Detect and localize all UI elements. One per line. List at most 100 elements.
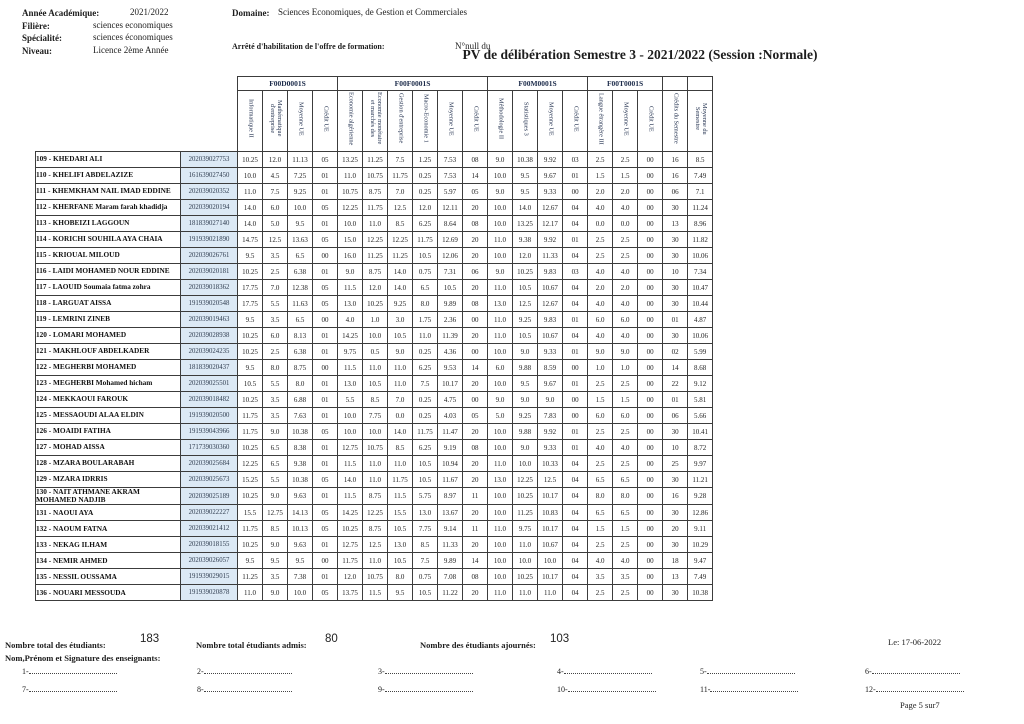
- table-row: 116 - LAIDI MOHAMED NOUR EDDINE 202039020…: [35, 263, 714, 280]
- grade-cell: 11.75: [412, 423, 439, 440]
- grade-cell: 01: [562, 167, 589, 184]
- grade-cell: 11.39: [437, 327, 464, 344]
- grade-cell: 12.75: [337, 439, 364, 456]
- grade-cell: 8.75: [362, 520, 389, 538]
- table-row: 117 - LAOUID Soumaia fatma zohra 20203901…: [35, 279, 714, 296]
- grade-cell: 3.0: [387, 311, 414, 328]
- grade-cell: 20: [462, 231, 489, 248]
- grade-cell: 00: [637, 343, 664, 360]
- grade-cell: 01: [562, 423, 589, 440]
- grade-cell: 13.75: [337, 584, 364, 602]
- grade-cell: 11.0: [487, 279, 514, 296]
- grade-cell: 11.0: [387, 455, 414, 472]
- signature-dotted-line: [28, 684, 117, 692]
- signature-dotted-line: [384, 666, 473, 674]
- column-header-label: Méthodologie II: [497, 97, 505, 140]
- grade-cell: 11.33: [537, 247, 564, 264]
- grade-cell: 10.0: [337, 215, 364, 232]
- header-blank-corner: [36, 77, 238, 91]
- column-header: Crédits du Semestre: [662, 90, 689, 152]
- grade-cell: 7.63: [287, 407, 313, 424]
- grade-cell: 2.36: [437, 311, 464, 328]
- grade-cell: 04: [562, 199, 589, 216]
- grade-cell: 6.5: [262, 439, 288, 456]
- grade-cell: 10.0: [487, 199, 514, 216]
- grade-cell: 10.5: [237, 375, 263, 392]
- grade-cell: 05: [311, 504, 339, 522]
- grade-cell: 04: [562, 215, 589, 232]
- grade-cell: 10.0: [537, 552, 564, 570]
- signature-dotted-line: [28, 666, 117, 674]
- grade-cell: 9.88: [512, 359, 539, 376]
- grade-cell: 00: [637, 520, 664, 538]
- student-id-cell: 191939029015: [180, 568, 238, 586]
- grade-cell: 11.0: [337, 167, 364, 184]
- grade-cell: 11.5: [387, 486, 414, 506]
- table-row: 126 - MOAIDI FATIHA 191939043966 11.75 9.0 1…: [35, 423, 714, 440]
- grade-cell: 00: [637, 167, 664, 184]
- grade-cell: 30: [662, 199, 689, 216]
- grade-cell: 8.5: [362, 391, 389, 408]
- column-header-label: Statistiques 3: [522, 101, 530, 136]
- grade-cell: 7.0: [387, 183, 414, 200]
- grade-cell: 12.25: [337, 199, 364, 216]
- grade-cell: 06: [662, 407, 689, 424]
- grade-cell: 01: [662, 311, 689, 328]
- filiere-label: Filière:: [22, 21, 50, 31]
- grade-cell: 5.66: [687, 407, 714, 424]
- etudiants-admis-value: 80: [325, 633, 338, 645]
- grade-cell: 12.0: [262, 151, 288, 168]
- grade-cell: 00: [562, 391, 589, 408]
- grade-cell: 04: [562, 520, 589, 538]
- grade-cell: 10.0: [487, 375, 514, 392]
- student-id-cell: 202039022227: [180, 504, 238, 522]
- unit-code-header: F00F0001S: [337, 76, 489, 91]
- grade-cell: 8.38: [287, 439, 313, 456]
- grade-cell: 6.0: [587, 311, 614, 328]
- column-header-label: Crédit UE: [472, 105, 480, 132]
- grade-cell: 7.5: [387, 151, 414, 168]
- grade-cell: 11.0: [237, 584, 263, 602]
- grade-cell: 11.75: [387, 167, 414, 184]
- table-row: 118 - LARGUAT AISSA 191939020548 17.75 5.5 1…: [35, 295, 714, 312]
- grade-cell: 11.0: [487, 311, 514, 328]
- grade-cell: 7.08: [437, 568, 464, 586]
- grade-cell: 14: [462, 359, 489, 376]
- grade-cell: 10.0: [337, 407, 364, 424]
- grade-cell: 03: [562, 151, 589, 168]
- grade-cell: 10.5: [412, 471, 439, 488]
- grade-cell: 11.0: [537, 584, 564, 602]
- grade-cell: 12.25: [362, 231, 389, 248]
- grade-cell: 13.25: [337, 151, 364, 168]
- grade-cell: 11.0: [237, 183, 263, 200]
- grade-cell: 11.24: [687, 199, 714, 216]
- grade-cell: 20: [462, 536, 489, 554]
- grade-cell: 01: [311, 183, 339, 200]
- grade-cell: 14.75: [237, 231, 263, 248]
- grade-cell: 10.75: [337, 183, 364, 200]
- grade-cell: 00: [637, 471, 664, 488]
- grade-cell: 9.5: [512, 167, 539, 184]
- grade-cell: 11.75: [337, 552, 364, 570]
- grade-cell: 9.0: [612, 343, 639, 360]
- student-name-cell: 116 - LAIDI MOHAMED NOUR EDDINE: [35, 263, 181, 280]
- table-row: 121 - MAKHLOUF ABDELKADER 202039024235 10.…: [35, 343, 714, 360]
- grade-cell: 5.0: [487, 407, 514, 424]
- student-id-cell: 202039020181: [180, 263, 238, 280]
- table-body: 109 - KHEDARI ALI 202039027753 10.25 12.0 11…: [35, 151, 714, 602]
- grade-cell: 6.88: [287, 391, 313, 408]
- grade-cell: 10.17: [437, 375, 464, 392]
- column-header: Macro-Economie 1: [412, 90, 439, 152]
- grade-cell: 12.0: [337, 568, 364, 586]
- grade-cell: 10.25: [512, 263, 539, 280]
- grade-cell: 8.97: [437, 486, 464, 506]
- grade-cell: 3.5: [262, 407, 288, 424]
- total-etudiants-label: Nombre total des étudiants:: [5, 640, 106, 650]
- grade-cell: 1.5: [612, 520, 639, 538]
- grade-cell: 10.0: [487, 568, 514, 586]
- student-id-cell: 202039019463: [180, 311, 238, 328]
- signature-slot-number: 10-: [557, 685, 568, 694]
- grade-cell: 10.25: [237, 486, 263, 506]
- grade-cell: 3.5: [262, 568, 288, 586]
- grade-cell: 7.5: [412, 552, 439, 570]
